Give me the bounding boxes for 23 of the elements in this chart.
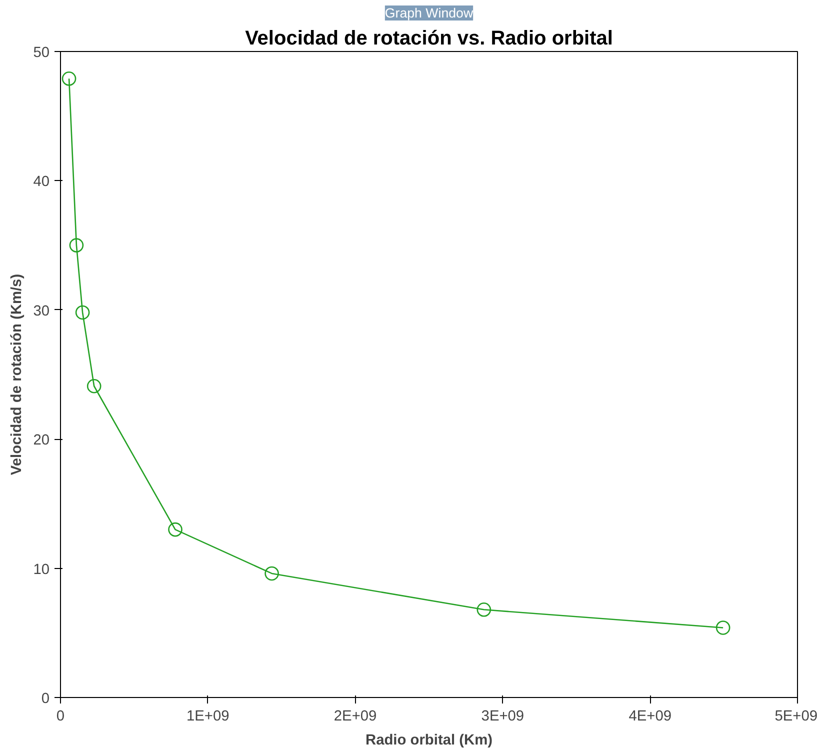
point: [75, 305, 90, 320]
x-tick-label: 5E+09: [774, 708, 817, 724]
x-tick-label: 4E+09: [628, 708, 672, 724]
chart-title: Velocidad de rotación vs. Radio orbital: [245, 28, 613, 50]
point: [476, 602, 492, 617]
x-tick-label: 3E+09: [481, 708, 524, 724]
y-axis-title: Velocidad de rotación (Km/s): [9, 274, 26, 476]
y-tick-label: 40: [33, 174, 50, 190]
y-tick-label: 10: [33, 562, 50, 578]
point: [264, 566, 279, 581]
y-tick-label: 30: [33, 303, 50, 320]
x-tick-label: 1E+09: [186, 708, 230, 724]
point: [69, 238, 84, 252]
x-tick-label: 2E+09: [334, 708, 377, 724]
point: [62, 71, 76, 86]
point: [86, 378, 102, 394]
y-tick-label: 0: [41, 691, 50, 707]
x-axis-title: Radio orbital (Km): [365, 732, 493, 748]
point: [168, 522, 182, 537]
point: [716, 620, 730, 635]
y-tick-label: 20: [33, 432, 50, 449]
x-tick-label: 0: [56, 708, 65, 724]
y-tick-label: 50: [33, 45, 50, 61]
